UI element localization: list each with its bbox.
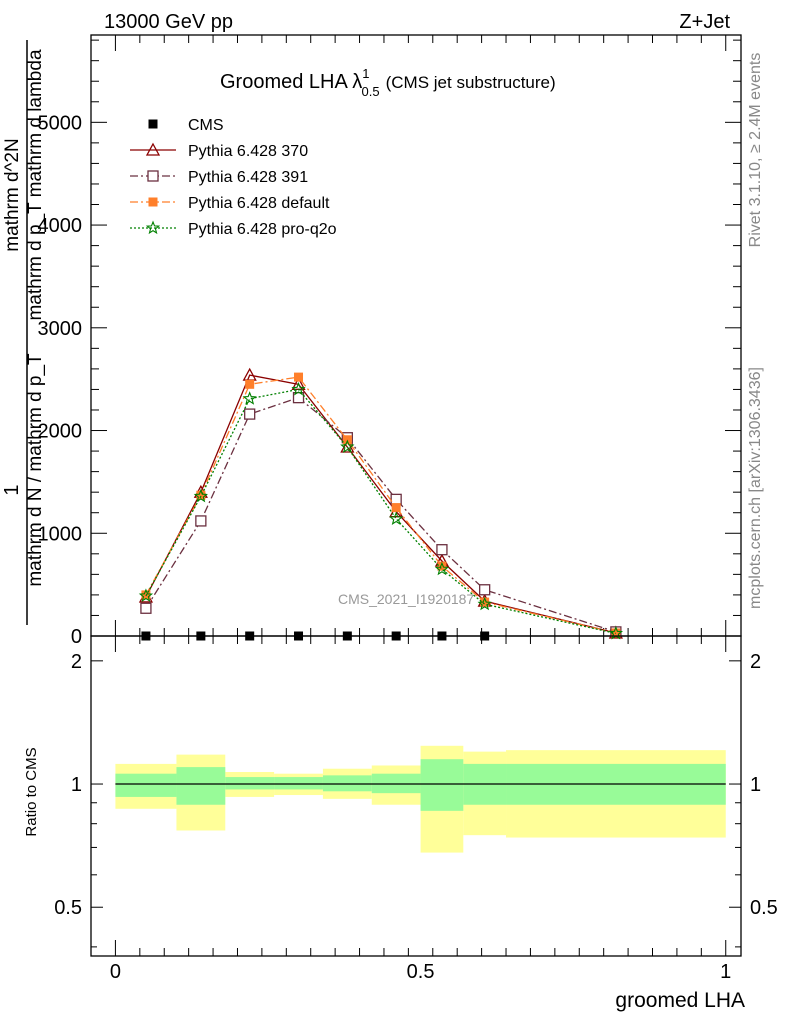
ratio-ytick-label-2: 2 bbox=[71, 651, 82, 673]
series-4-point-0 bbox=[138, 588, 154, 603]
ratio-inner-band-4 bbox=[322, 775, 372, 792]
legend-marker-4 bbox=[145, 220, 161, 235]
x-axis-label: groomed LHA bbox=[615, 989, 745, 1012]
y-label-line-4: mathrm d p_T mathrm d lambda bbox=[25, 49, 46, 320]
series-3-point-3 bbox=[294, 372, 304, 382]
header-left: 13000 GeV pp bbox=[104, 11, 233, 33]
rivet-label: Rivet 3.1.10, ≥ 2.4M events bbox=[747, 53, 764, 248]
legend-marker-1 bbox=[145, 142, 161, 156]
legend-label-4: Pythia 6.428 pro-q2o bbox=[188, 221, 337, 238]
series-3-point-7 bbox=[480, 597, 490, 607]
ratio-frame bbox=[90, 635, 742, 957]
main-ytick-label-5: 5000 bbox=[38, 112, 83, 134]
legend-marker-2 bbox=[147, 170, 159, 182]
ratio-inner-band-3 bbox=[274, 777, 323, 790]
series-4-point-7 bbox=[477, 596, 492, 611]
legend-marker-3 bbox=[148, 197, 158, 207]
series-4-point-3 bbox=[291, 381, 306, 396]
series-3-point-2 bbox=[245, 379, 255, 389]
x-tick-label-0: 0 bbox=[110, 961, 121, 983]
ratio-inner-band-1 bbox=[176, 767, 226, 805]
ratio-ytick-label-1: 1 bbox=[71, 774, 82, 796]
analysis-watermark: CMS_2021_I1920187 bbox=[338, 591, 474, 607]
series-4-point-6 bbox=[434, 561, 450, 576]
series-3-point-6 bbox=[437, 561, 447, 571]
header-right: Z+Jet bbox=[679, 11, 730, 33]
legend-marker-0 bbox=[148, 119, 158, 129]
series-2-point-1 bbox=[195, 515, 207, 527]
ratio-ytick-label-right-1: 1 bbox=[750, 774, 761, 796]
ratio-ytick-label-right-2: 2 bbox=[750, 651, 761, 673]
ratio-inner-band-5 bbox=[371, 773, 421, 794]
series-2-point-2 bbox=[244, 408, 256, 420]
ratio-inner-band-2 bbox=[225, 777, 275, 790]
ratio-plot-panel: 0.5 0.5 1 1 2 2 0 0.5 1 bbox=[54, 635, 778, 983]
series-4-point-4 bbox=[340, 439, 355, 454]
series-line-4 bbox=[145, 388, 617, 635]
ratio-y-axis-label: Ratio to CMS bbox=[23, 747, 40, 836]
series-1-point-4 bbox=[340, 439, 355, 453]
y-label-line-2: mathrm d N / mathrm d p_T bbox=[25, 353, 46, 587]
x-tick-label-1: 0.5 bbox=[407, 961, 435, 983]
series-4-point-2 bbox=[242, 391, 257, 405]
ratio-ytick-label-0: 0.5 bbox=[54, 897, 82, 919]
series-2-point-6 bbox=[436, 544, 448, 556]
main-ytick-label-1: 1000 bbox=[38, 523, 83, 545]
main-y-axis-label: 1 mathrm d N / mathrm d p_T mathrm d^2N … bbox=[1, 40, 46, 625]
y-label-line-1: 1 bbox=[1, 484, 23, 495]
legend-label-0: CMS bbox=[188, 117, 224, 134]
ratio-inner-band-0 bbox=[115, 773, 177, 797]
y-label-line-3: mathrm d^2N bbox=[2, 138, 23, 251]
series-2-point-0 bbox=[140, 602, 152, 614]
main-ytick-label-2: 2000 bbox=[38, 421, 83, 443]
series-3-point-1 bbox=[196, 490, 206, 500]
legend-label-3: Pythia 6.428 default bbox=[188, 195, 330, 212]
main-ytick-label-4: 4000 bbox=[38, 215, 83, 237]
main-ytick-label-0: 0 bbox=[71, 626, 82, 648]
series-2-point-7 bbox=[479, 584, 491, 596]
series-3-point-5 bbox=[391, 503, 401, 513]
ratio-ytick-label-right-0: 0.5 bbox=[750, 897, 778, 919]
series-2-point-5 bbox=[390, 493, 402, 506]
ratio-inner-band-6 bbox=[420, 759, 464, 811]
legend-label-1: Pythia 6.428 370 bbox=[188, 143, 308, 160]
series-4-point-5 bbox=[389, 511, 404, 525]
series-4-point-1 bbox=[193, 488, 209, 503]
legend-label-2: Pythia 6.428 391 bbox=[188, 169, 308, 186]
mcplots-label: mcplots.cern.ch [arXiv:1306.3436] bbox=[747, 367, 764, 609]
main-ytick-label-3: 3000 bbox=[38, 318, 83, 340]
x-tick-label-2: 1 bbox=[720, 961, 731, 983]
main-plot-panel: 0 1000 2000 3000 4000 5000 Groomed LHA λ1 0.5 (C… bbox=[38, 34, 742, 648]
chart-title: Groomed LHA λ1 0.5 (CMS jet substructure) bbox=[220, 66, 556, 99]
